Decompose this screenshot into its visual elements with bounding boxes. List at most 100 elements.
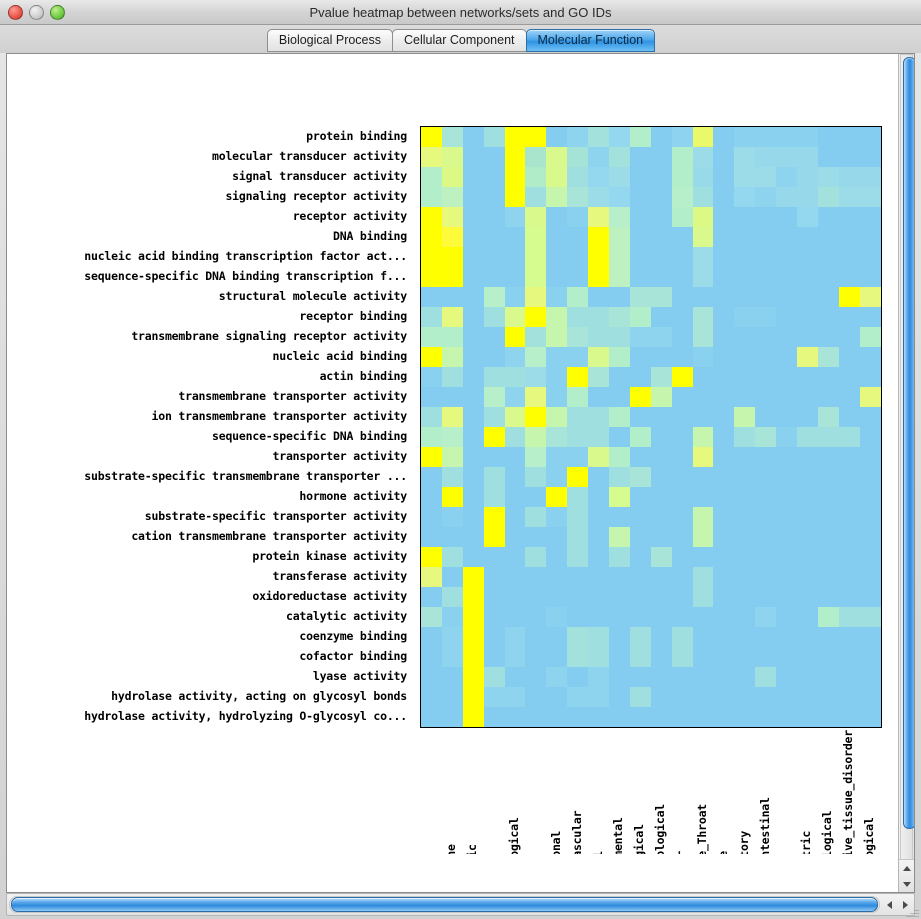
heatmap-cell[interactable] <box>483 687 505 707</box>
heatmap-cell[interactable] <box>671 327 693 347</box>
heatmap-cell[interactable] <box>609 127 630 147</box>
heatmap-cell[interactable] <box>817 127 839 147</box>
heatmap-cell[interactable] <box>504 187 526 207</box>
heatmap-cell[interactable] <box>755 147 777 167</box>
heatmap-cell[interactable] <box>609 147 630 167</box>
heatmap-cell[interactable] <box>421 267 442 287</box>
heatmap-cell[interactable] <box>567 227 589 247</box>
heatmap-cell[interactable] <box>692 327 714 347</box>
heatmap-cell[interactable] <box>462 387 484 407</box>
heatmap-cell[interactable] <box>609 707 630 727</box>
heatmap-cell[interactable] <box>609 607 630 627</box>
heatmap-cell[interactable] <box>483 287 505 307</box>
heatmap-cell[interactable] <box>421 287 442 307</box>
heatmap-cell[interactable] <box>671 187 693 207</box>
heatmap-cell[interactable] <box>734 327 756 347</box>
heatmap-cell[interactable] <box>525 307 547 327</box>
heatmap-cell[interactable] <box>734 387 756 407</box>
heatmap-cell[interactable] <box>734 647 756 667</box>
heatmap-cell[interactable] <box>441 307 463 327</box>
heatmap-cell[interactable] <box>797 447 818 467</box>
heatmap-cell[interactable] <box>462 207 484 227</box>
heatmap-cell[interactable] <box>588 147 610 167</box>
heatmap-cell[interactable] <box>609 427 630 447</box>
heatmap-cell[interactable] <box>650 147 672 167</box>
heatmap-cell[interactable] <box>692 487 714 507</box>
heatmap-cell[interactable] <box>650 127 672 147</box>
heatmap-cell[interactable] <box>671 127 693 147</box>
heatmap-cell[interactable] <box>734 247 756 267</box>
heatmap-cell[interactable] <box>797 707 818 727</box>
heatmap-cell[interactable] <box>755 567 777 587</box>
heatmap-cell[interactable] <box>629 427 651 447</box>
heatmap-cell[interactable] <box>567 387 589 407</box>
heatmap-cell[interactable] <box>421 547 442 567</box>
heatmap-cell[interactable] <box>817 367 839 387</box>
heatmap-cell[interactable] <box>734 207 756 227</box>
heatmap-cell[interactable] <box>859 287 881 307</box>
heatmap-cell[interactable] <box>525 147 547 167</box>
heatmap-cell[interactable] <box>859 507 881 527</box>
heatmap-cell[interactable] <box>650 407 672 427</box>
heatmap-cell[interactable] <box>462 307 484 327</box>
heatmap-cell[interactable] <box>462 347 484 367</box>
heatmap-cell[interactable] <box>838 247 860 267</box>
heatmap-cell[interactable] <box>504 487 526 507</box>
heatmap-cell[interactable] <box>567 487 589 507</box>
heatmap-cell[interactable] <box>462 707 484 727</box>
heatmap-cell[interactable] <box>776 447 798 467</box>
heatmap-cell[interactable] <box>817 287 839 307</box>
heatmap-cell[interactable] <box>525 667 547 687</box>
heatmap-cell[interactable] <box>588 587 610 607</box>
heatmap-cell[interactable] <box>588 327 610 347</box>
heatmap-cell[interactable] <box>650 227 672 247</box>
heatmap-cell[interactable] <box>546 707 568 727</box>
heatmap-cell[interactable] <box>525 187 547 207</box>
heatmap-cell[interactable] <box>650 627 672 647</box>
heatmap-cell[interactable] <box>838 687 860 707</box>
heatmap-cell[interactable] <box>671 707 693 727</box>
heatmap-cell[interactable] <box>441 507 463 527</box>
heatmap-cell[interactable] <box>525 527 547 547</box>
heatmap-cell[interactable] <box>609 267 630 287</box>
heatmap-cell[interactable] <box>755 267 777 287</box>
heatmap-cell[interactable] <box>441 387 463 407</box>
heatmap-cell[interactable] <box>567 147 589 167</box>
heatmap-cell[interactable] <box>713 327 735 347</box>
heatmap-cell[interactable] <box>650 607 672 627</box>
heatmap-cell[interactable] <box>776 627 798 647</box>
heatmap-cell[interactable] <box>483 447 505 467</box>
heatmap-cell[interactable] <box>525 227 547 247</box>
heatmap-cell[interactable] <box>504 467 526 487</box>
heatmap-cell[interactable] <box>797 607 818 627</box>
heatmap-cell[interactable] <box>609 347 630 367</box>
heatmap-cell[interactable] <box>462 507 484 527</box>
heatmap-cell[interactable] <box>546 167 568 187</box>
heatmap-cell[interactable] <box>546 687 568 707</box>
heatmap-cell[interactable] <box>838 447 860 467</box>
heatmap-cell[interactable] <box>441 667 463 687</box>
heatmap-cell[interactable] <box>650 487 672 507</box>
heatmap-cell[interactable] <box>859 447 881 467</box>
heatmap-cell[interactable] <box>650 587 672 607</box>
heatmap-cell[interactable] <box>567 247 589 267</box>
heatmap-cell[interactable] <box>692 227 714 247</box>
heatmap-cell[interactable] <box>692 287 714 307</box>
heatmap-cell[interactable] <box>776 527 798 547</box>
heatmap-cell[interactable] <box>629 167 651 187</box>
scroll-up-icon[interactable] <box>899 860 914 876</box>
heatmap-cell[interactable] <box>588 447 610 467</box>
heatmap-cell[interactable] <box>755 387 777 407</box>
heatmap-cell[interactable] <box>567 467 589 487</box>
heatmap-cell[interactable] <box>650 247 672 267</box>
heatmap-cell[interactable] <box>817 307 839 327</box>
heatmap-cell[interactable] <box>734 567 756 587</box>
heatmap-cell[interactable] <box>629 687 651 707</box>
heatmap-cell[interactable] <box>609 327 630 347</box>
heatmap-cell[interactable] <box>546 587 568 607</box>
heatmap-cell[interactable] <box>817 227 839 247</box>
heatmap-cell[interactable] <box>525 547 547 567</box>
heatmap-cell[interactable] <box>859 387 881 407</box>
heatmap-cell[interactable] <box>650 167 672 187</box>
vertical-scroll-track[interactable] <box>900 54 914 860</box>
